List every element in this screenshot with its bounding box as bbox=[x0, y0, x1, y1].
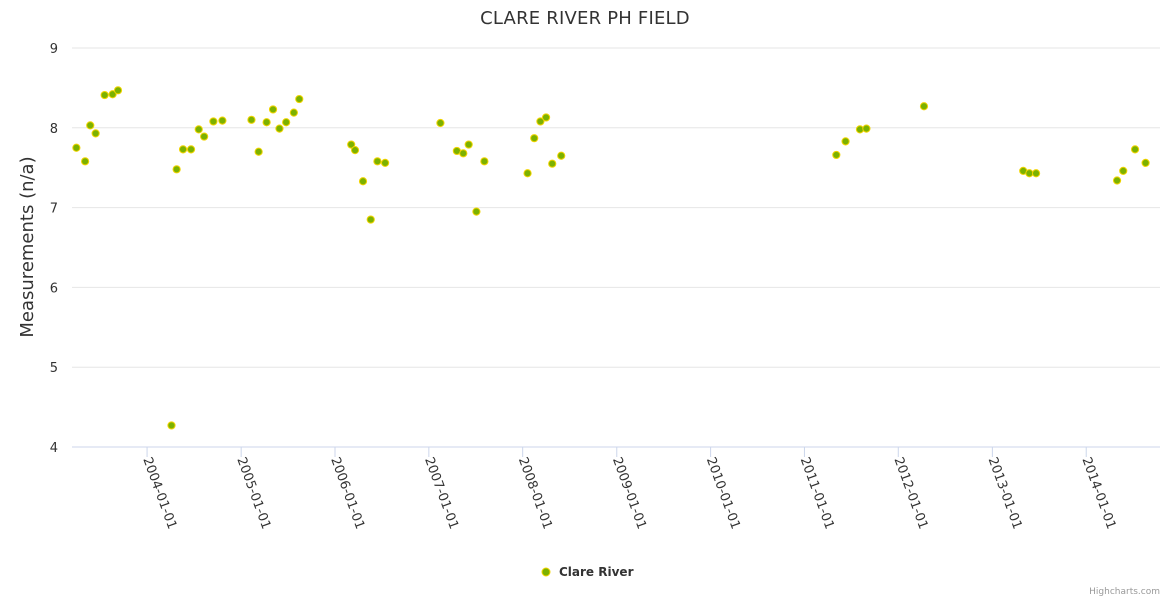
data-point[interactable] bbox=[381, 158, 390, 168]
data-point[interactable] bbox=[254, 147, 263, 156]
data-point[interactable] bbox=[548, 159, 557, 168]
data-point[interactable] bbox=[108, 90, 117, 99]
data-point[interactable] bbox=[81, 157, 90, 166]
data-point[interactable] bbox=[841, 137, 850, 146]
series-clare-river[interactable] bbox=[72, 86, 1150, 430]
data-point[interactable] bbox=[194, 125, 203, 134]
data-point[interactable] bbox=[1031, 169, 1041, 178]
data-point[interactable] bbox=[358, 177, 368, 186]
legend-marker bbox=[541, 567, 551, 577]
data-point[interactable] bbox=[480, 157, 489, 166]
data-point[interactable] bbox=[91, 129, 100, 138]
data-point[interactable] bbox=[178, 145, 188, 154]
data-point[interactable] bbox=[247, 115, 256, 124]
data-point[interactable] bbox=[436, 118, 445, 128]
data-point[interactable] bbox=[172, 165, 181, 174]
y-tick-label: 5 bbox=[50, 361, 58, 376]
data-point[interactable] bbox=[1141, 158, 1150, 168]
data-point[interactable] bbox=[289, 108, 298, 117]
data-point[interactable] bbox=[100, 90, 109, 100]
data-point[interactable] bbox=[1130, 145, 1140, 154]
data-point[interactable] bbox=[459, 149, 468, 158]
y-tick-label: 6 bbox=[50, 281, 58, 296]
data-point[interactable] bbox=[1119, 166, 1128, 175]
data-point[interactable] bbox=[200, 132, 209, 141]
data-point[interactable] bbox=[347, 140, 356, 149]
data-point[interactable] bbox=[373, 157, 382, 166]
data-point[interactable] bbox=[530, 134, 539, 143]
data-point[interactable] bbox=[186, 145, 196, 154]
data-point[interactable] bbox=[113, 86, 123, 95]
data-point[interactable] bbox=[464, 140, 473, 149]
legend-item-clare-river[interactable]: Clare River bbox=[559, 565, 634, 579]
chart-title: CLARE RIVER PH FIELD bbox=[480, 8, 690, 29]
data-point[interactable] bbox=[536, 117, 545, 126]
data-point[interactable] bbox=[295, 94, 304, 104]
legend[interactable]: Clare River bbox=[541, 565, 634, 579]
y-tick-label: 7 bbox=[50, 202, 58, 217]
data-point[interactable] bbox=[472, 207, 481, 216]
data-point[interactable] bbox=[523, 169, 532, 178]
gridlines bbox=[72, 47, 1160, 368]
data-point[interactable] bbox=[268, 105, 278, 114]
data-point[interactable] bbox=[218, 116, 227, 125]
data-point[interactable] bbox=[1025, 169, 1034, 178]
data-point[interactable] bbox=[1112, 176, 1122, 185]
data-point[interactable] bbox=[350, 146, 360, 155]
data-point[interactable] bbox=[282, 118, 291, 127]
data-point[interactable] bbox=[167, 421, 176, 430]
data-point[interactable] bbox=[919, 102, 929, 111]
data-point[interactable] bbox=[366, 215, 375, 224]
data-point[interactable] bbox=[209, 117, 218, 126]
data-point[interactable] bbox=[557, 151, 566, 160]
y-tick-label: 9 bbox=[50, 42, 58, 57]
data-point[interactable] bbox=[832, 150, 841, 160]
y-tick-label: 4 bbox=[50, 441, 58, 456]
y-axis: 4 5 6 7 8 9 bbox=[50, 42, 58, 456]
data-point[interactable] bbox=[541, 113, 551, 122]
data-point[interactable] bbox=[275, 124, 284, 133]
data-point[interactable] bbox=[72, 143, 81, 152]
y-tick-label: 8 bbox=[50, 122, 58, 137]
credits-link[interactable]: Highcharts.com bbox=[1089, 587, 1160, 597]
data-point[interactable] bbox=[862, 124, 871, 133]
data-point[interactable] bbox=[86, 121, 95, 130]
data-point[interactable] bbox=[262, 118, 271, 127]
y-axis-label: Measurements (n/a) bbox=[17, 156, 38, 337]
